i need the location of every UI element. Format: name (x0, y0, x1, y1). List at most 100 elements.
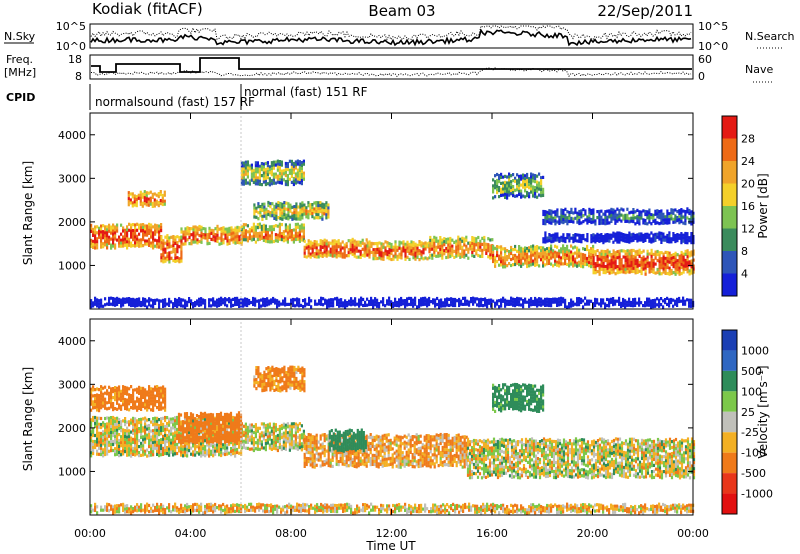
data-cell (152, 234, 155, 238)
data-cell (256, 176, 259, 180)
data-cell (138, 427, 141, 431)
data-cell (594, 271, 597, 275)
station-title: Kodiak (fitACF) (92, 0, 203, 18)
data-cell (670, 208, 673, 212)
nsky-tick-top: 10^5 (56, 20, 86, 33)
data-cell (558, 249, 561, 253)
data-cell (578, 212, 581, 217)
data-cell (388, 299, 391, 303)
data-cell (450, 297, 453, 301)
data-cell (534, 189, 537, 193)
data-cell (508, 178, 511, 182)
data-cell (510, 263, 513, 268)
data-cell (652, 305, 655, 309)
data-cell (560, 238, 563, 242)
nave-label: Nave (745, 63, 773, 76)
data-cell (268, 425, 271, 429)
data-cell (299, 217, 302, 221)
data-cell (676, 239, 679, 243)
data-cell (584, 212, 587, 216)
data-cell (144, 428, 147, 432)
data-cell (534, 245, 537, 249)
data-cell (274, 441, 277, 445)
data-cell (271, 214, 274, 218)
data-cell (604, 222, 607, 226)
data-cell (160, 450, 163, 454)
data-cell (136, 443, 139, 447)
data-cell (688, 298, 691, 302)
data-cell (264, 224, 267, 228)
data-cell (412, 253, 415, 257)
data-cell (132, 232, 135, 236)
data-cell (240, 170, 243, 174)
data-cell (498, 174, 501, 178)
data-cell (448, 303, 451, 307)
data-cell (270, 179, 273, 183)
data-cell (317, 252, 320, 256)
data-cell (340, 304, 343, 308)
data-cell (270, 167, 273, 171)
data-cell (294, 434, 297, 438)
data-cell (198, 300, 201, 304)
data-cell (570, 250, 573, 254)
data-cell (292, 297, 295, 302)
data-cell (690, 232, 693, 236)
data-cell (506, 299, 509, 303)
data-cell (556, 214, 559, 218)
data-cell (154, 422, 157, 426)
data-cell (200, 303, 203, 307)
data-cell (600, 252, 603, 256)
data-cell (162, 446, 165, 450)
data-cell (594, 240, 597, 244)
data-cell (222, 232, 225, 236)
data-cell (514, 262, 517, 267)
data-cell (202, 444, 205, 448)
data-cell (132, 303, 135, 307)
data-cell (278, 163, 281, 167)
data-cell (540, 191, 543, 195)
data-cell (343, 243, 346, 247)
data-cell (474, 297, 477, 301)
data-cell (287, 208, 290, 212)
data-cell (174, 449, 177, 453)
data-cell (94, 225, 97, 229)
data-cell (652, 233, 655, 237)
data-cell (275, 208, 278, 212)
data-cell (614, 238, 617, 242)
data-cell (92, 439, 95, 444)
data-cell (104, 231, 107, 235)
data-cell (412, 247, 415, 251)
data-cell (596, 255, 599, 259)
data-cell (598, 212, 601, 217)
data-cell (398, 240, 401, 244)
data-cell (272, 224, 275, 229)
data-cell (392, 245, 395, 249)
data-cell (254, 231, 257, 235)
data-cell (325, 213, 328, 217)
data-cell (108, 428, 111, 432)
data-cell (489, 244, 492, 248)
data-cell (357, 240, 360, 244)
data-cell (652, 270, 655, 274)
data-cell (382, 297, 385, 301)
data-cell (329, 464, 332, 468)
data-cell (260, 168, 263, 172)
data-cell (106, 416, 109, 420)
data-cell (608, 209, 611, 213)
data-cell (232, 237, 235, 241)
data-cell (258, 441, 261, 445)
data-cell (120, 429, 123, 433)
data-cell (253, 203, 256, 207)
data-cell (564, 304, 567, 308)
data-cell (254, 173, 257, 177)
data-cell (443, 240, 446, 244)
data-cell (151, 195, 154, 199)
data-cell (690, 213, 693, 217)
data-cell (572, 255, 575, 259)
data-cell (398, 246, 401, 250)
data-cell (475, 237, 478, 241)
data-cell (618, 261, 621, 265)
data-cell (458, 300, 461, 305)
data-cell (443, 237, 446, 241)
data-cell (168, 432, 171, 436)
